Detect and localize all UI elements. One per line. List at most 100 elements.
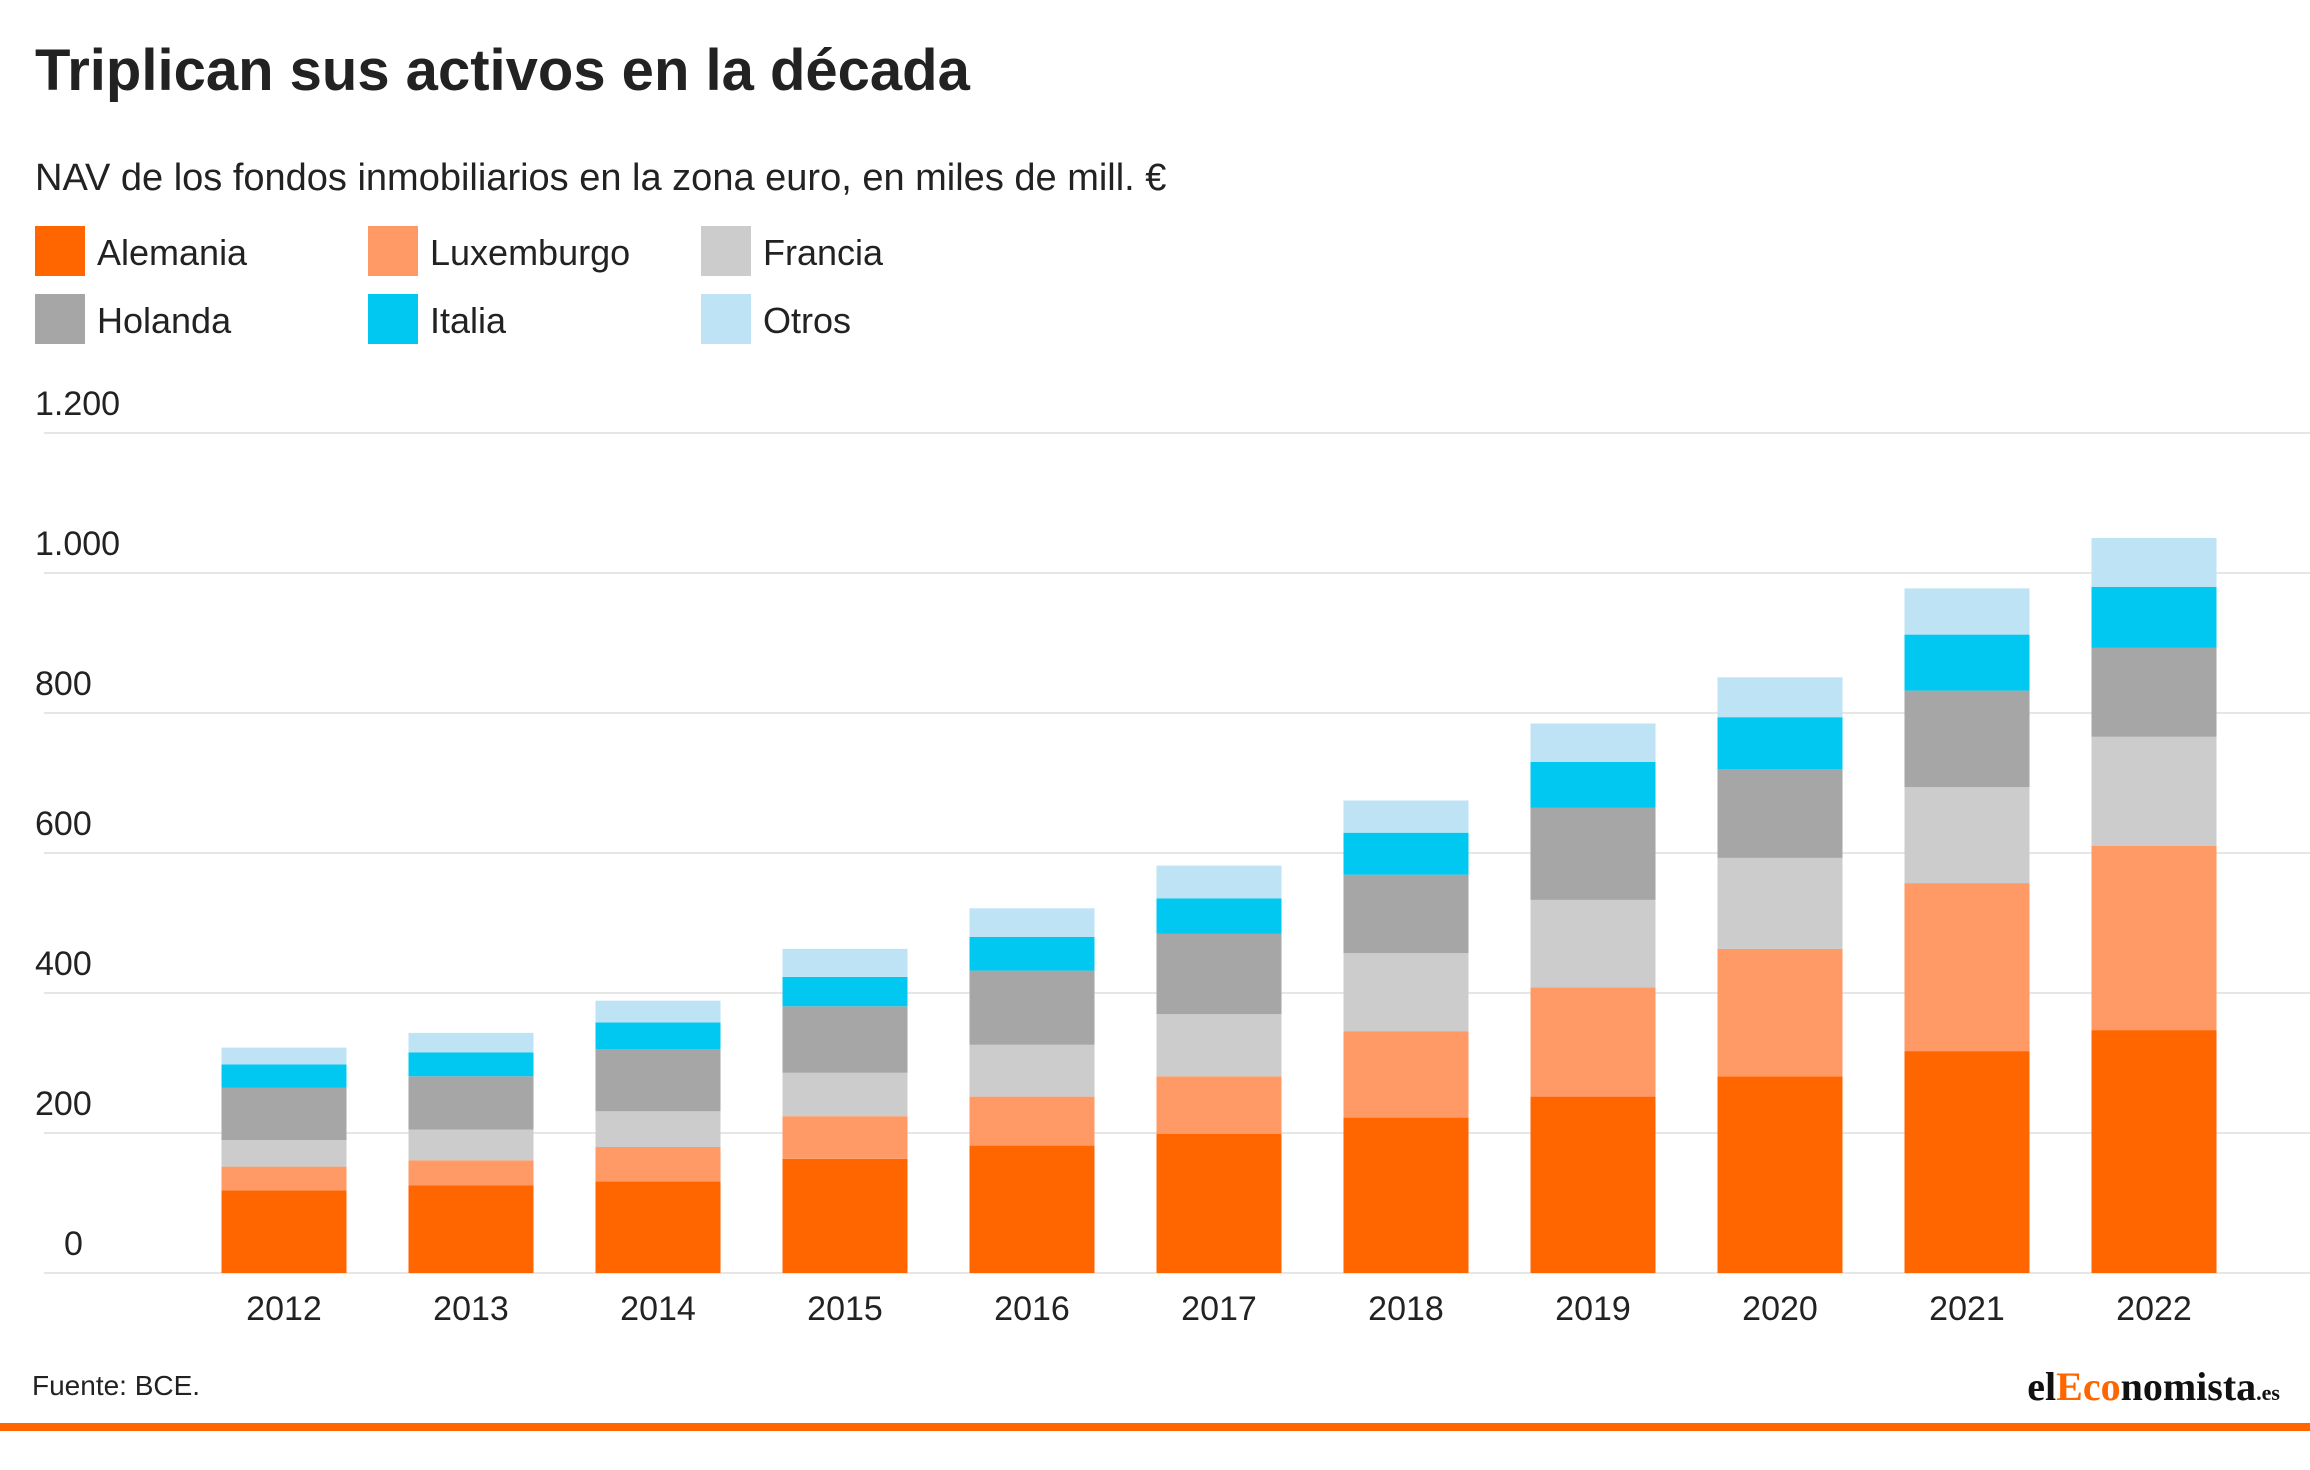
bar-segment	[1904, 883, 2030, 1052]
source: Fuente: BCE.	[32, 1370, 200, 1401]
x-tick-label: 2019	[1555, 1290, 1631, 1328]
y-tick-label: 800	[35, 665, 92, 703]
bar-segment	[1156, 933, 1282, 1014]
chart-subtitle: NAV de los fondos inmobiliarios en la zo…	[35, 157, 1166, 199]
bar-segment	[1156, 1014, 1282, 1077]
bar-segment	[1156, 1076, 1282, 1134]
x-tick-label: 2018	[1368, 1290, 1444, 1328]
bar-segment	[221, 1064, 347, 1088]
bar-segment	[408, 1160, 534, 1186]
bar-segment	[969, 937, 1095, 971]
bar-segment	[1717, 857, 1843, 949]
bar-segment	[408, 1129, 534, 1161]
x-tick-label: 2020	[1742, 1290, 1818, 1328]
bar-segment	[969, 1096, 1095, 1146]
bar-segment	[782, 976, 908, 1007]
bar-segment	[969, 1044, 1095, 1097]
bar-segment	[1530, 987, 1656, 1097]
bar-segment	[595, 1181, 721, 1273]
bar-segment	[1530, 723, 1656, 762]
bar-segment	[221, 1140, 347, 1167]
bar-segment	[1156, 1133, 1282, 1273]
bar-segment	[408, 1032, 534, 1053]
bar-segment	[2091, 587, 2217, 648]
legend-swatch	[368, 294, 418, 344]
bar-segment	[1904, 588, 2030, 635]
bar-segment	[1717, 1076, 1843, 1273]
bar-segment	[1343, 1117, 1469, 1273]
bar-segment	[2091, 736, 2217, 846]
x-tick-label: 2013	[433, 1290, 509, 1328]
bar-segment	[221, 1047, 347, 1065]
legend-swatch	[35, 226, 85, 276]
bar-segment	[1717, 769, 1843, 858]
y-tick-label: 1.200	[35, 385, 120, 423]
bar-segment	[221, 1166, 347, 1191]
legend-label: Holanda	[97, 300, 232, 341]
bar-segment	[1156, 865, 1282, 899]
y-tick-label: 200	[35, 1085, 92, 1123]
legend-label: Otros	[763, 300, 851, 341]
bar-segment	[1904, 1051, 2030, 1273]
bar-segment	[1904, 634, 2030, 691]
bar-segment	[1343, 832, 1469, 875]
x-tick-label: 2017	[1181, 1290, 1257, 1328]
legend-swatch	[35, 294, 85, 344]
bar-segment	[595, 1049, 721, 1112]
x-tick-label: 2022	[2116, 1290, 2192, 1328]
logo: elEconomista.es	[2027, 1364, 2280, 1409]
x-tick-label: 2015	[807, 1290, 883, 1328]
bar-segment	[408, 1076, 534, 1130]
bar-segment	[1343, 874, 1469, 954]
bar-segment	[1530, 899, 1656, 988]
bar-segment	[1530, 762, 1656, 808]
bar-segment	[782, 1116, 908, 1159]
bar-segment	[595, 1022, 721, 1049]
legend-label: Luxemburgo	[430, 232, 630, 273]
bar-segment	[2091, 647, 2217, 737]
x-tick-label: 2021	[1929, 1290, 2005, 1328]
bar-segment	[595, 1000, 721, 1023]
legend-label: Francia	[763, 232, 884, 273]
bar-segment	[782, 1158, 908, 1273]
bar-segment	[221, 1190, 347, 1273]
bar-segment	[969, 970, 1095, 1045]
chart-title: Triplican sus activos en la década	[35, 38, 971, 103]
y-tick-label: 600	[35, 805, 92, 843]
bar-segment	[1717, 948, 1843, 1077]
legend-swatch	[701, 226, 751, 276]
bar-segment	[782, 948, 908, 977]
bar-segment	[1717, 717, 1843, 769]
y-tick-label: 400	[35, 945, 92, 983]
bar-segment	[595, 1147, 721, 1182]
legend-label: Italia	[430, 300, 507, 341]
bar-segment	[1530, 807, 1656, 900]
bar-segment	[2091, 538, 2217, 587]
bar-segment	[1156, 898, 1282, 934]
x-tick-label: 2016	[994, 1290, 1070, 1328]
bar-segment	[595, 1111, 721, 1147]
logo-part: .es	[2256, 1380, 2280, 1405]
bar-segment	[969, 1145, 1095, 1273]
logo-part: Eco	[2056, 1364, 2120, 1409]
bar-segment	[1343, 800, 1469, 833]
bar-segment	[782, 1006, 908, 1073]
bar-segment	[1343, 953, 1469, 1032]
footer-bar	[0, 1423, 2310, 1431]
bar-segment	[408, 1185, 534, 1273]
bar-segment	[1343, 1031, 1469, 1118]
bar-segment	[969, 908, 1095, 937]
y-tick-label: 1.000	[35, 525, 120, 563]
bar-segment	[1530, 1096, 1656, 1273]
bar-segment	[1904, 787, 2030, 884]
legend-label: Alemania	[97, 232, 248, 273]
bar-segment	[408, 1052, 534, 1077]
x-tick-label: 2012	[246, 1290, 322, 1328]
bar-segment	[2091, 846, 2217, 1031]
bar-segment	[2091, 1030, 2217, 1273]
legend-swatch	[368, 226, 418, 276]
legend-swatch	[701, 294, 751, 344]
bar-segment	[1904, 690, 2030, 788]
bar-segment	[782, 1072, 908, 1117]
